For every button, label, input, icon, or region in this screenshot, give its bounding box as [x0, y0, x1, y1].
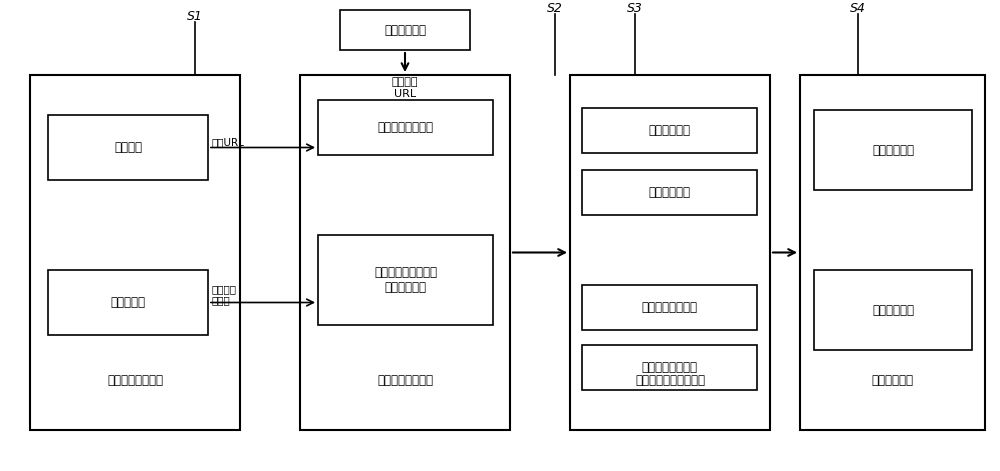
Bar — [800, 75, 985, 430]
Text: 本地灾备控制: 本地灾备控制 — [872, 303, 914, 317]
Bar — [814, 270, 972, 350]
Text: 系统行为结果处理模块: 系统行为结果处理模块 — [635, 374, 705, 387]
Bar — [318, 235, 493, 325]
Text: 网页URL: 网页URL — [212, 138, 245, 147]
Bar — [340, 10, 470, 50]
Text: S4: S4 — [850, 1, 866, 15]
Text: 数据容灾模块: 数据容灾模块 — [872, 374, 914, 387]
Text: 专家系统模块: 专家系统模块 — [384, 24, 426, 36]
Bar — [582, 285, 757, 330]
Bar — [48, 270, 208, 335]
Bar — [30, 75, 240, 430]
Text: 完善检测模块: 完善检测模块 — [648, 186, 690, 199]
Text: S3: S3 — [627, 1, 643, 15]
Text: 网页流量
数据包: 网页流量 数据包 — [212, 284, 237, 305]
Text: 系统行为分析模块: 系统行为分析模块 — [377, 374, 433, 387]
Text: 异地灾备控制: 异地灾备控制 — [872, 144, 914, 156]
Bar — [300, 75, 510, 430]
Text: S1: S1 — [187, 9, 203, 23]
Bar — [582, 170, 757, 215]
Text: 内嵌种子
URL: 内嵌种子 URL — [392, 77, 418, 99]
Text: 行为规则挖掘融合: 行为规则挖掘融合 — [642, 301, 698, 314]
Text: 网页木马分析与恶意
代码检测模块: 网页木马分析与恶意 代码检测模块 — [374, 266, 437, 294]
Bar — [582, 108, 757, 153]
Bar — [48, 115, 208, 180]
Text: 问题网站处理: 问题网站处理 — [648, 124, 690, 137]
Text: 系统信息采集模块: 系统信息采集模块 — [107, 374, 163, 387]
Bar — [582, 345, 757, 390]
Text: 链接分析: 链接分析 — [114, 141, 142, 154]
Text: 可疑网站检测模块: 可疑网站检测模块 — [378, 121, 434, 134]
Bar — [318, 100, 493, 155]
Bar — [814, 110, 972, 190]
Text: 测评数据挖掘融合: 测评数据挖掘融合 — [642, 361, 698, 374]
Text: 数据包抓取: 数据包抓取 — [110, 296, 146, 309]
Bar — [570, 75, 770, 430]
Text: S2: S2 — [547, 1, 563, 15]
